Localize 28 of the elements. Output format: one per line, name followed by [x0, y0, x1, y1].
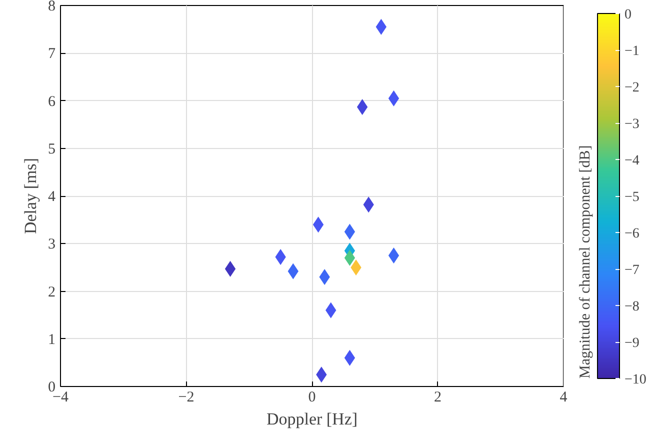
y-tick-label: 2 — [48, 284, 56, 300]
y-tick-label: 0 — [48, 380, 56, 396]
color-bar-label: −3 — [624, 117, 640, 132]
x-tick-label: −2 — [178, 390, 194, 406]
color-bar-label: −1 — [624, 44, 640, 59]
color-bar-label: −10 — [624, 372, 646, 388]
x-tick-label: −4 — [52, 390, 69, 406]
y-axis-title: Delay [ms] — [21, 158, 40, 234]
y-tick-label: 3 — [48, 236, 56, 253]
y-tick-label: 7 — [48, 46, 56, 62]
x-tick-label: 0 — [308, 390, 316, 406]
y-tick-label: 8 — [48, 0, 56, 14]
color-bar-label: −6 — [624, 226, 640, 242]
y-tick-label: 1 — [48, 332, 56, 348]
x-tick-label: 2 — [434, 390, 442, 406]
color-bar-label: −4 — [624, 154, 640, 168]
x-tick-label: 4 — [560, 390, 568, 406]
color-bar-label: −9 — [624, 336, 640, 351]
y-tick-label: 4 — [48, 189, 56, 205]
color-bar-label: −2 — [624, 80, 640, 96]
x-axis-title: Doppler [Hz] — [266, 410, 358, 428]
color-bar-label: −7 — [624, 263, 640, 278]
color-bar-label: 0 — [624, 8, 632, 22]
color-bar-title: Magnitude of channel component [dB] — [578, 145, 594, 378]
y-tick-label: 6 — [48, 94, 56, 110]
color-bar-label: −5 — [624, 190, 640, 205]
y-tick-label: 5 — [48, 141, 56, 158]
color-bar-label: −8 — [624, 300, 640, 314]
